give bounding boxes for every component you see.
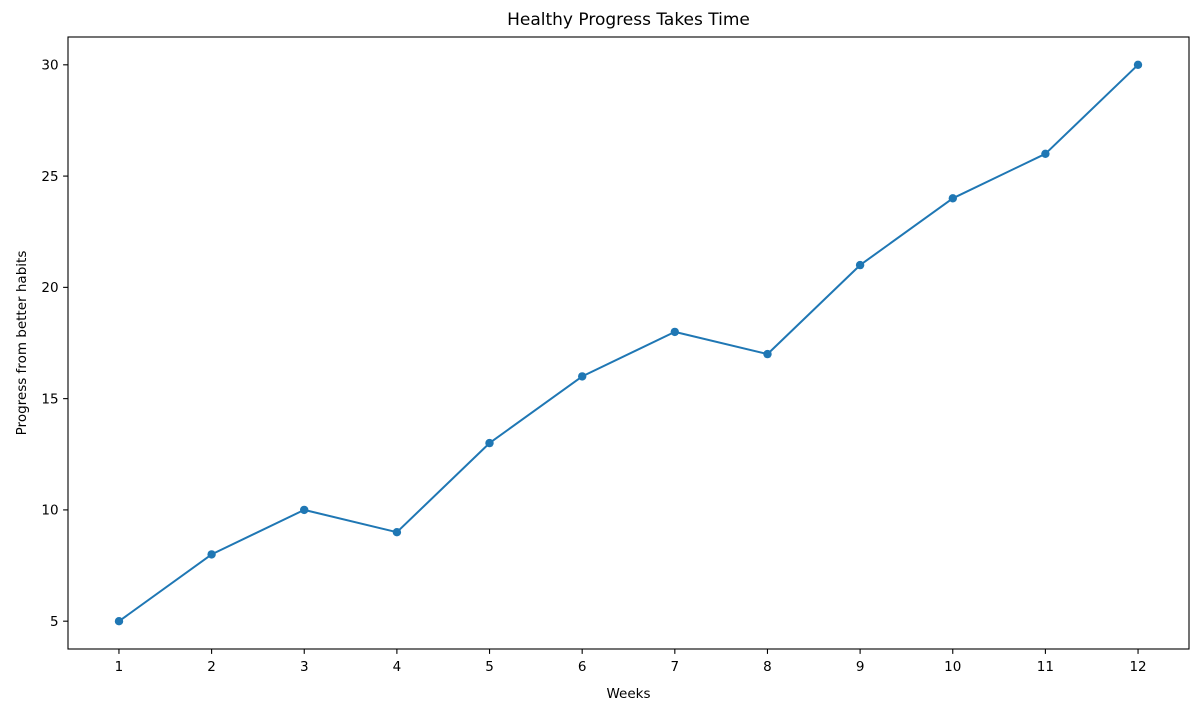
x-tick-label: 2 [207,659,216,675]
x-tick-label: 7 [671,659,680,675]
data-point [300,505,309,515]
chart-title: Healthy Progress Takes Time [507,10,750,30]
data-point [578,372,587,381]
y-tick-label: 25 [41,169,58,185]
data-point [392,528,402,537]
data-point [1133,60,1143,69]
x-tick-label: 8 [763,659,772,675]
y-axis-label: Progress from better habits [14,251,30,436]
data-point [763,349,772,359]
data-point [855,260,865,270]
data-point [114,617,124,626]
x-tick-label: 6 [578,659,587,675]
x-axis-label: Weeks [606,686,650,702]
plot-border [67,36,1190,650]
series-line [118,63,1139,623]
data-point [670,327,679,337]
data-point [207,550,216,559]
y-tick-label: 5 [50,614,59,630]
x-tick-label: 11 [1037,659,1054,675]
x-tick-label: 12 [1129,659,1146,675]
y-tick-label: 15 [41,391,58,407]
series-layer [114,60,1143,626]
x-tick-label: 4 [393,659,402,675]
x-tick-label: 1 [115,659,124,675]
x-tick-label: 5 [485,659,494,675]
y-tick-label: 10 [41,503,58,519]
data-point [948,194,957,203]
data-point [485,438,494,448]
x-tick-label: 9 [856,659,865,675]
y-tick-label: 20 [41,280,58,296]
x-tick-label: 10 [944,659,961,675]
data-point [1041,149,1050,158]
x-tick-label: 3 [300,659,309,675]
y-tick-label: 30 [41,58,58,74]
